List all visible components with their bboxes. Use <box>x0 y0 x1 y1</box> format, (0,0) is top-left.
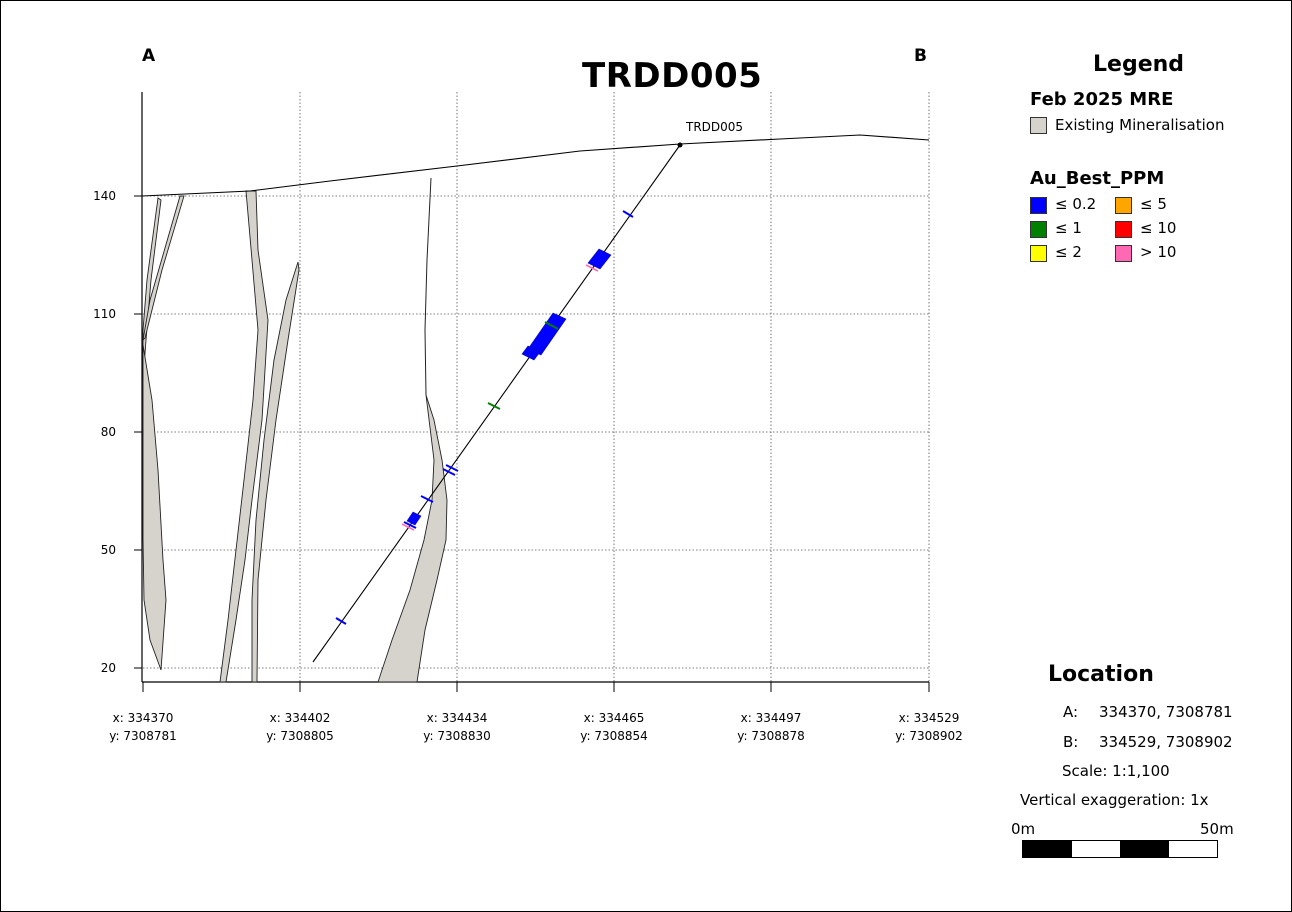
au-swatch-2 <box>1030 221 1047 238</box>
y-tick-label: 80 <box>101 425 116 439</box>
au-label-0: ≤ 0.2 <box>1055 195 1097 213</box>
mineralisation-lens <box>142 344 167 671</box>
assay-intervals <box>335 210 634 625</box>
section-end-a-label: A <box>142 46 156 66</box>
location-title: Location <box>1048 662 1154 687</box>
au-swatch-1 <box>1115 197 1132 214</box>
existing-mineralisation-label: Existing Mineralisation <box>1055 116 1225 134</box>
au-label-1: ≤ 5 <box>1140 195 1167 213</box>
scale-text: Scale: 1:1,100 <box>1062 762 1170 780</box>
vertical-exaggeration-text: Vertical exaggeration: 1x <box>1020 791 1209 809</box>
scale-bar <box>1022 840 1218 858</box>
y-tick-label: 50 <box>101 543 116 557</box>
assay-interval <box>403 521 417 529</box>
scale-bar-segment <box>1071 841 1120 857</box>
y-tick-label: 20 <box>101 661 116 675</box>
x-tick-northing: y: 7308805 <box>266 729 334 743</box>
assay-interval <box>527 312 567 356</box>
mineralisation-lens <box>219 190 269 683</box>
assay-interval <box>487 402 501 410</box>
assay-interval <box>401 523 415 531</box>
au-swatch-3 <box>1115 221 1132 238</box>
location-a-value: 334370, 7308781 <box>1099 703 1233 721</box>
x-tick-northing: y: 7308902 <box>895 729 963 743</box>
mineralisation-lens <box>251 261 300 683</box>
assay-interval <box>445 464 459 472</box>
assay-interval <box>406 511 422 526</box>
y-tick-label: 110 <box>93 307 116 321</box>
x-tick-northing: y: 7308830 <box>423 729 491 743</box>
x-tick-northing: y: 7308854 <box>580 729 648 743</box>
au-label-4: ≤ 2 <box>1055 243 1082 261</box>
assay-interval <box>420 495 434 503</box>
mre-legend-title: Feb 2025 MRE <box>1030 89 1174 110</box>
scale-bar-segment <box>1120 841 1169 857</box>
assay-interval <box>585 264 599 272</box>
existing-mineralisation <box>142 190 448 683</box>
au-swatch-0 <box>1030 197 1047 214</box>
section-end-b-label: B <box>914 46 927 66</box>
drillhole-collar <box>677 142 683 148</box>
x-tick-northing: y: 7308878 <box>737 729 805 743</box>
x-tick-easting: x: 334402 <box>270 711 331 725</box>
au-label-5: > 10 <box>1140 243 1177 261</box>
existing-mineralisation-swatch <box>1030 117 1047 134</box>
x-tick-easting: x: 334529 <box>899 711 960 725</box>
scale-bar-segment <box>1168 841 1217 857</box>
assay-interval <box>544 321 559 330</box>
location-b-label: B: <box>1063 733 1079 751</box>
au-swatch-4 <box>1030 245 1047 262</box>
location-a-label: A: <box>1063 703 1079 721</box>
au-legend-title: Au_Best_PPM <box>1030 168 1165 189</box>
mineralisation-boundary <box>424 177 432 396</box>
mineralisation-lens <box>377 394 448 683</box>
x-tick-easting: x: 334370 <box>113 711 174 725</box>
x-tick-easting: x: 334434 <box>427 711 488 725</box>
collar-label: TRDD005 <box>685 120 743 134</box>
legend-title: Legend <box>1093 52 1185 77</box>
x-tick-northing: y: 7308781 <box>109 729 177 743</box>
assay-interval <box>622 210 634 218</box>
scalebar-end-label: 50m <box>1200 820 1234 838</box>
y-tick-label: 140 <box>93 189 116 203</box>
assay-interval <box>335 617 347 625</box>
scalebar-start-label: 0m <box>1011 820 1036 838</box>
drillhole-trace <box>312 144 681 663</box>
assay-interval <box>587 248 612 270</box>
mineralisation-lens <box>142 195 185 342</box>
assay-interval <box>521 345 541 361</box>
au-swatch-5 <box>1115 245 1132 262</box>
mineralisation-lens <box>142 197 162 381</box>
x-tick-easting: x: 334465 <box>584 711 645 725</box>
au-label-3: ≤ 10 <box>1140 219 1177 237</box>
x-tick-easting: x: 334497 <box>741 711 802 725</box>
topography-line <box>141 134 930 197</box>
location-b-value: 334529, 7308902 <box>1099 733 1233 751</box>
scale-bar-segment <box>1023 841 1072 857</box>
au-label-2: ≤ 1 <box>1055 219 1082 237</box>
assay-interval <box>442 468 456 476</box>
section-title: TRDD005 <box>582 56 763 96</box>
axis-tick-marks <box>134 195 930 692</box>
